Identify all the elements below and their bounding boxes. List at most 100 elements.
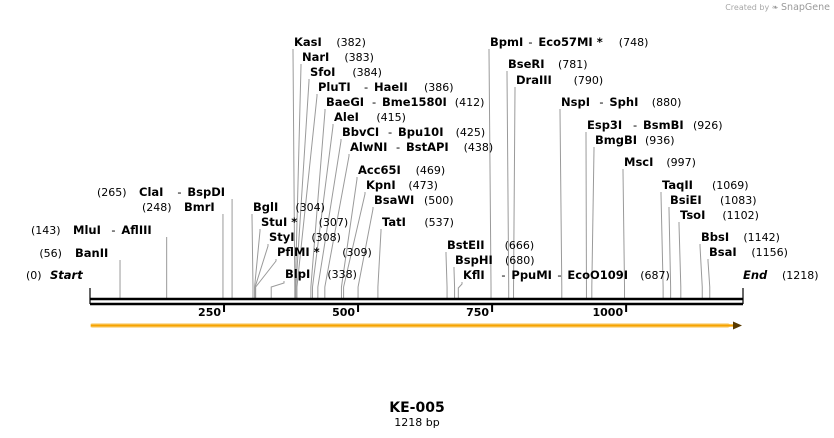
site-leader-pflmi [255, 259, 277, 299]
site-label-blpi[interactable]: BlpI (338) [285, 267, 357, 281]
site-name-separator: - [388, 125, 392, 139]
site-label-bseri[interactable]: BseRI (781) [508, 57, 588, 71]
site-name: BsaI [709, 245, 737, 259]
site-leader-bpmi [488, 49, 492, 299]
site-leader-nari [294, 64, 302, 299]
site-label-bbsi[interactable]: BbsI (1142) [701, 230, 780, 244]
site-name: PluTI [318, 80, 351, 94]
site-name-separator: - [557, 268, 561, 282]
site-label-baegi[interactable]: BaeGI - Bme1580I (412) [326, 95, 484, 109]
site-name-separator: - [633, 118, 637, 132]
site-label-kasi[interactable]: KasI (382) [294, 35, 366, 49]
site-name: SphI [609, 95, 638, 109]
site-label-mlui[interactable]: (143) MluI - AflIII [31, 223, 152, 237]
site-leader-alwni [324, 154, 350, 299]
site-name: MluI [73, 223, 101, 237]
end-position: (1218) [782, 269, 819, 282]
site-label-draiii[interactable]: DraIII (790) [516, 73, 603, 87]
site-name: BpmI [490, 35, 523, 49]
site-position: (1102) [722, 209, 759, 222]
site-name: BseRI [508, 57, 545, 71]
site-name: AleI [334, 110, 359, 124]
start-label: Start [50, 268, 83, 282]
site-label-msci[interactable]: MscI (997) [624, 155, 696, 169]
site-name-separator: - [599, 95, 603, 109]
site-name: DraIII [516, 73, 552, 87]
site-position: (666) [505, 239, 535, 252]
site-leader-styi [254, 244, 269, 299]
site-leader-draiii [513, 87, 516, 299]
site-label-kpni[interactable]: KpnI (473) [366, 178, 438, 192]
site-position: (680) [505, 254, 535, 267]
site-name: BsmBI [643, 118, 684, 132]
site-name: KasI [294, 35, 322, 49]
site-position: (438) [464, 141, 494, 154]
site-label-alwni[interactable]: AlwNI - BstAPI (438) [350, 140, 493, 154]
site-label-nari[interactable]: NarI (383) [302, 50, 374, 64]
site-label-tsoi[interactable]: TsoI (1102) [680, 208, 759, 222]
site-label-taqii[interactable]: TaqII (1069) [662, 178, 749, 192]
site-label-kfli[interactable]: KflI - PpuMI - EcoO109I (687) [463, 268, 670, 282]
site-label-stui[interactable]: StuI * (307) [261, 215, 348, 229]
site-label-bmri[interactable]: (248) BmrI [142, 200, 215, 214]
site-label-sfoi[interactable]: SfoI (384) [310, 65, 382, 79]
site-position: (926) [693, 119, 723, 132]
site-leader-msci [622, 169, 626, 299]
site-label-pflmi[interactable]: PflMI * (309) [277, 245, 372, 259]
site-name: BbsI [701, 230, 729, 244]
site-name: BspHI [455, 253, 493, 267]
site-leader-baegi [310, 109, 326, 299]
site-position: (469) [416, 164, 446, 177]
site-label-acc65i[interactable]: Acc65I (469) [358, 163, 445, 177]
site-labels: (56) BanII (143) MluI - AflIII (248) BmrI(265) C… [31, 35, 788, 282]
site-label-bsphi[interactable]: BspHI (680) [455, 253, 535, 267]
site-name: TsoI [680, 208, 705, 222]
snapgene-logo-icon: ❧ [771, 3, 779, 12]
site-name: SfoI [310, 65, 335, 79]
site-label-nspi[interactable]: NspI - SphI (880) [561, 95, 681, 109]
site-position: (748) [619, 36, 649, 49]
end-label: End [743, 268, 768, 282]
site-label-bmgbi[interactable]: BmgBI (936) [595, 133, 675, 147]
site-position: (1083) [720, 194, 757, 207]
site-position: (382) [336, 36, 366, 49]
site-label-pluti[interactable]: PluTI - HaeII (386) [318, 80, 454, 94]
site-leader-sfoi [295, 79, 310, 299]
site-name-separator: - [528, 35, 532, 49]
site-name: PpuMI [511, 268, 552, 282]
site-position: (56) [39, 247, 62, 260]
site-name: HaeII [374, 80, 408, 94]
site-position: (383) [344, 51, 374, 64]
site-position: (936) [645, 134, 675, 147]
site-name: KpnI [366, 178, 396, 192]
site-position: (425) [456, 126, 486, 139]
site-position: (473) [408, 179, 438, 192]
site-name-separator: - [111, 223, 115, 237]
credit-brand: SnapGene [781, 2, 830, 13]
site-label-bgli[interactable]: BglI (304) [253, 200, 325, 214]
site-leader-acc65i [340, 177, 358, 299]
site-name: ClaI [139, 185, 163, 199]
site-position: (781) [558, 58, 588, 71]
site-label-styi[interactable]: StyI (308) [269, 230, 341, 244]
site-label-bpmi[interactable]: BpmI - Eco57MI * (748) [490, 35, 648, 49]
site-name: BmrI [184, 200, 215, 214]
site-label-tati[interactable]: TatI (537) [382, 215, 454, 229]
site-name: MscI [624, 155, 653, 169]
site-label-bsai[interactable]: BsaI (1156) [709, 245, 788, 259]
site-position: (248) [142, 201, 172, 214]
feature-arrow[interactable] [90, 321, 742, 330]
site-label-clai[interactable]: (265) ClaI - BspDI [97, 185, 225, 199]
site-leader-kfli [457, 282, 463, 299]
site-position: (386) [424, 81, 454, 94]
site-label-bsteii[interactable]: BstEII (666) [447, 238, 534, 252]
site-label-esp3i[interactable]: Esp3I - BsmBI (926) [587, 118, 723, 132]
site-label-bbvci[interactable]: BbvCI - Bpu10I (425) [342, 125, 485, 139]
site-name-separator: - [177, 185, 181, 199]
site-label-bsawi[interactable]: BsaWI (500) [374, 193, 454, 207]
site-position: (880) [652, 96, 682, 109]
site-label-alei[interactable]: AleI (415) [334, 110, 406, 124]
site-label-banii[interactable]: (56) BanII [39, 246, 108, 260]
site-leader-stui [254, 229, 261, 299]
site-label-bsiei[interactable]: BsiEI (1083) [670, 193, 757, 207]
